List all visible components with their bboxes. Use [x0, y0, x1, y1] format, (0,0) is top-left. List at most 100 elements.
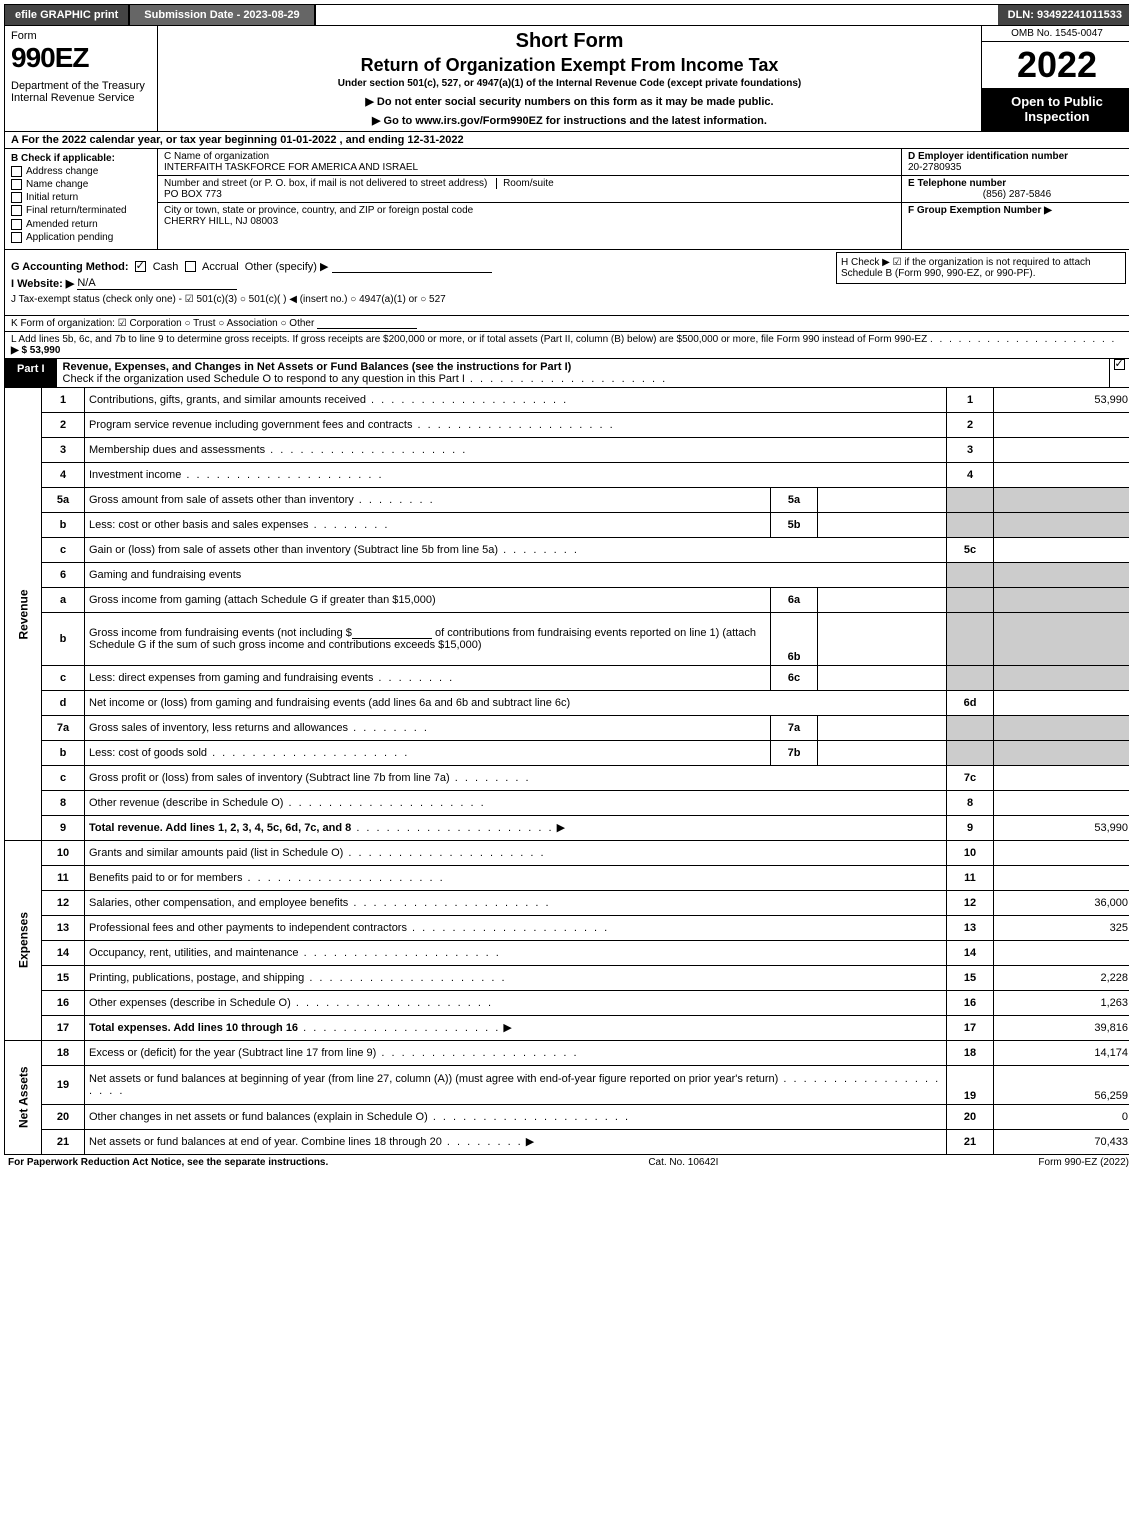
sidebar-revenue: Revenue — [5, 388, 42, 841]
org-name-block: C Name of organization INTERFAITH TASKFO… — [158, 149, 901, 176]
box-h: H Check ▶ ☑ if the organization is not r… — [836, 252, 1126, 284]
footer-center: Cat. No. 10642I — [648, 1157, 718, 1168]
section-l: L Add lines 5b, 6c, and 7b to line 9 to … — [4, 332, 1129, 359]
row-6: 6 Gaming and fundraising events — [5, 562, 1129, 587]
row-21: 21 Net assets or fund balances at end of… — [5, 1129, 1129, 1154]
c-name-label: C Name of organization — [164, 151, 269, 162]
section-ghij: H Check ▶ ☑ if the organization is not r… — [4, 250, 1129, 316]
ein-value: 20-2780935 — [908, 162, 961, 173]
part1-header: Part I Revenue, Expenses, and Changes in… — [4, 359, 1129, 388]
row-12: 12 Salaries, other compensation, and emp… — [5, 890, 1129, 915]
j-tax-exempt: J Tax-exempt status (check only one) - ☑… — [11, 294, 1126, 305]
row-7c: c Gross profit or (loss) from sales of i… — [5, 765, 1129, 790]
footer: For Paperwork Reduction Act Notice, see … — [4, 1155, 1129, 1170]
row-14: 14 Occupancy, rent, utilities, and maint… — [5, 940, 1129, 965]
row-5c: c Gain or (loss) from sale of assets oth… — [5, 537, 1129, 562]
e-phone-block: E Telephone number (856) 287-5846 — [902, 176, 1129, 203]
sidebar-net-assets: Net Assets — [5, 1040, 42, 1154]
dept-label: Department of the Treasury — [11, 80, 151, 92]
open-public-badge: Open to Public Inspection — [982, 88, 1129, 131]
row-17: 17 Total expenses. Add lines 10 through … — [5, 1015, 1129, 1040]
row-1: Revenue 1 Contributions, gifts, grants, … — [5, 388, 1129, 413]
l-dots — [930, 334, 1116, 345]
row-4: 4 Investment income 4 — [5, 462, 1129, 487]
row-5b: b Less: cost or other basis and sales ex… — [5, 512, 1129, 537]
street-value: PO BOX 773 — [164, 189, 222, 200]
irs-label: Internal Revenue Service — [11, 92, 151, 104]
omb-number: OMB No. 1545-0047 — [982, 26, 1129, 42]
chk-final-return[interactable]: Final return/terminated — [11, 205, 151, 216]
row-6c: c Less: direct expenses from gaming and … — [5, 665, 1129, 690]
part1-label: Part I — [5, 359, 57, 387]
form-header: Form 990EZ Department of the Treasury In… — [4, 26, 1129, 132]
row-18: Net Assets 18 Excess or (deficit) for th… — [5, 1040, 1129, 1065]
d-ein-block: D Employer identification number 20-2780… — [902, 149, 1129, 176]
street-label: Number and street (or P. O. box, if mail… — [164, 178, 487, 189]
k-text: K Form of organization: ☑ Corporation ○ … — [11, 318, 314, 329]
header-right: OMB No. 1545-0047 2022 Open to Public In… — [981, 26, 1129, 131]
b-label: B Check if applicable: — [11, 153, 115, 164]
row-19: 19 Net assets or fund balances at beginn… — [5, 1065, 1129, 1104]
row-15: 15 Printing, publications, postage, and … — [5, 965, 1129, 990]
city-block: City or town, state or province, country… — [158, 203, 901, 229]
row-7b: b Less: cost of goods sold 7b — [5, 740, 1129, 765]
row-5a: 5a Gross amount from sale of assets othe… — [5, 487, 1129, 512]
chk-name-change[interactable]: Name change — [11, 179, 151, 190]
row-6d: d Net income or (loss) from gaming and f… — [5, 690, 1129, 715]
row-3: 3 Membership dues and assessments 3 — [5, 437, 1129, 462]
footer-right: Form 990-EZ (2022) — [1038, 1157, 1129, 1168]
e-label: E Telephone number — [908, 178, 1006, 189]
org-name: INTERFAITH TASKFORCE FOR AMERICA AND ISR… — [164, 162, 418, 173]
chk-amended-return[interactable]: Amended return — [11, 219, 151, 230]
form-number: 990EZ — [11, 42, 151, 74]
accrual-label: Accrual — [202, 261, 239, 273]
f-group-block: F Group Exemption Number ▶ — [902, 203, 1129, 249]
other-input[interactable] — [332, 272, 492, 273]
submission-date: Submission Date - 2023-08-29 — [130, 5, 315, 25]
row-10: Expenses 10 Grants and similar amounts p… — [5, 840, 1129, 865]
chk-address-change[interactable]: Address change — [11, 166, 151, 177]
part1-checkbox[interactable] — [1109, 359, 1129, 387]
row-2: 2 Program service revenue including gove… — [5, 412, 1129, 437]
city-value: CHERRY HILL, NJ 08003 — [164, 216, 278, 227]
tax-year: 2022 — [982, 42, 1129, 88]
form-label: Form — [11, 30, 151, 42]
chk-cash[interactable] — [135, 261, 146, 272]
row-8: 8 Other revenue (describe in Schedule O)… — [5, 790, 1129, 815]
row-11: 11 Benefits paid to or for members 11 — [5, 865, 1129, 890]
f-label: F Group Exemption Number ▶ — [908, 205, 1052, 216]
website-value: N/A — [77, 277, 237, 290]
l-amount: ▶ $ 53,990 — [11, 345, 60, 356]
phone-value: (856) 287-5846 — [908, 189, 1126, 200]
chk-accrual[interactable] — [185, 261, 196, 272]
chk-application-pending[interactable]: Application pending — [11, 232, 151, 243]
part1-title-text: Revenue, Expenses, and Changes in Net As… — [63, 361, 572, 373]
i-label: I Website: ▶ — [11, 278, 74, 290]
under-section: Under section 501(c), 527, or 4947(a)(1)… — [164, 78, 975, 89]
city-label: City or town, state or province, country… — [164, 205, 473, 216]
row-20: 20 Other changes in net assets or fund b… — [5, 1104, 1129, 1129]
col-c-org-info: C Name of organization INTERFAITH TASKFO… — [158, 149, 901, 249]
row-6a: a Gross income from gaming (attach Sched… — [5, 587, 1129, 612]
efile-print-button[interactable]: efile GRAPHIC print — [5, 5, 130, 25]
street-block: Number and street (or P. O. box, if mail… — [158, 176, 901, 203]
k-other-input[interactable] — [317, 328, 417, 329]
col-b-checkboxes: B Check if applicable: Address change Na… — [5, 149, 158, 249]
row-16: 16 Other expenses (describe in Schedule … — [5, 990, 1129, 1015]
section-bcdef: B Check if applicable: Address change Na… — [4, 149, 1129, 250]
main-table: Revenue 1 Contributions, gifts, grants, … — [4, 388, 1129, 1155]
footer-left: For Paperwork Reduction Act Notice, see … — [8, 1157, 328, 1168]
section-k: K Form of organization: ☑ Corporation ○ … — [4, 316, 1129, 332]
ssn-warning: ▶ Do not enter social security numbers o… — [164, 95, 975, 108]
header-left: Form 990EZ Department of the Treasury In… — [5, 26, 158, 131]
goto-link[interactable]: ▶ Go to www.irs.gov/Form990EZ for instru… — [164, 114, 975, 127]
short-form-title: Short Form — [164, 30, 975, 53]
dln-label: DLN: 93492241011533 — [998, 5, 1129, 25]
row-6b: b Gross income from fundraising events (… — [5, 612, 1129, 665]
cash-label: Cash — [153, 261, 179, 273]
part1-check-text: Check if the organization used Schedule … — [63, 373, 465, 385]
row-9: 9 Total revenue. Add lines 1, 2, 3, 4, 5… — [5, 815, 1129, 840]
chk-initial-return[interactable]: Initial return — [11, 192, 151, 203]
other-label: Other (specify) ▶ — [245, 261, 329, 273]
sidebar-expenses: Expenses — [5, 840, 42, 1040]
